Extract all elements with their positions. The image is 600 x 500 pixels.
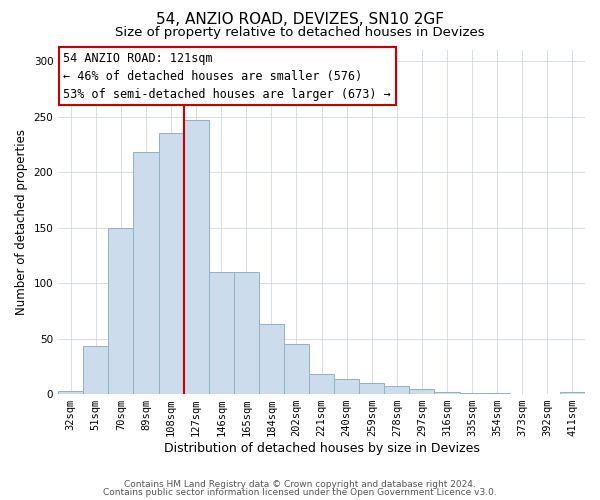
- Y-axis label: Number of detached properties: Number of detached properties: [15, 129, 28, 315]
- Bar: [460, 393, 485, 394]
- Bar: [58, 391, 83, 394]
- Text: Size of property relative to detached houses in Devizes: Size of property relative to detached ho…: [115, 26, 485, 39]
- Bar: [434, 392, 460, 394]
- Bar: [334, 378, 359, 394]
- Bar: [158, 133, 184, 394]
- Bar: [385, 386, 409, 394]
- Bar: [284, 344, 309, 394]
- Bar: [184, 120, 209, 394]
- Bar: [359, 383, 385, 394]
- Bar: [234, 272, 259, 394]
- Bar: [209, 272, 234, 394]
- Bar: [109, 228, 133, 394]
- X-axis label: Distribution of detached houses by size in Devizes: Distribution of detached houses by size …: [164, 442, 479, 455]
- Text: Contains public sector information licensed under the Open Government Licence v3: Contains public sector information licen…: [103, 488, 497, 497]
- Bar: [83, 346, 109, 394]
- Bar: [560, 392, 585, 394]
- Text: 54 ANZIO ROAD: 121sqm
← 46% of detached houses are smaller (576)
53% of semi-det: 54 ANZIO ROAD: 121sqm ← 46% of detached …: [64, 52, 391, 100]
- Bar: [133, 152, 158, 394]
- Bar: [409, 388, 434, 394]
- Text: 54, ANZIO ROAD, DEVIZES, SN10 2GF: 54, ANZIO ROAD, DEVIZES, SN10 2GF: [156, 12, 444, 28]
- Text: Contains HM Land Registry data © Crown copyright and database right 2024.: Contains HM Land Registry data © Crown c…: [124, 480, 476, 489]
- Bar: [259, 324, 284, 394]
- Bar: [309, 374, 334, 394]
- Bar: [485, 393, 510, 394]
